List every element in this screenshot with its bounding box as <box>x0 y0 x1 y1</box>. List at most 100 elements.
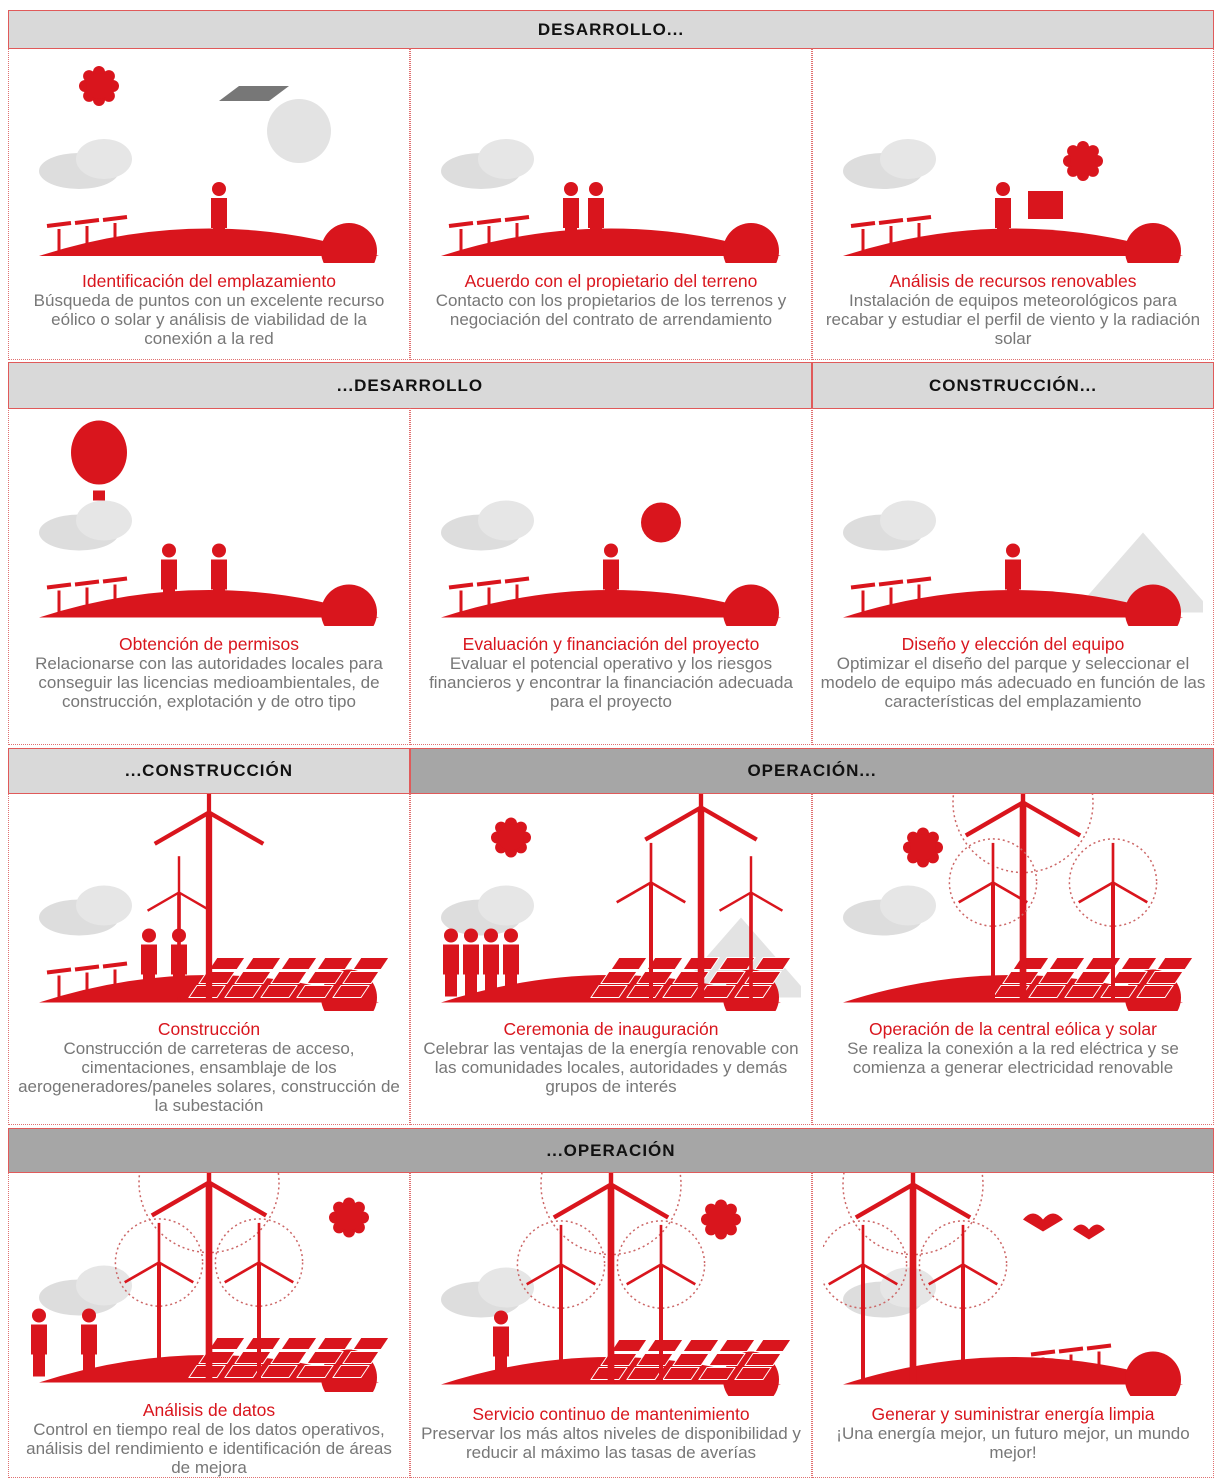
line <box>856 1185 913 1218</box>
rect <box>445 975 457 997</box>
step-title: Diseño y elección del equipo <box>902 634 1125 654</box>
rect <box>590 228 602 250</box>
shape <box>317 1338 353 1350</box>
rect <box>605 590 617 612</box>
line <box>505 579 529 582</box>
rect <box>173 975 185 997</box>
section: DESARROLLO...Identificación del emplazam… <box>8 10 1214 360</box>
circle <box>162 544 176 558</box>
step-title: Ceremonia de inauguración <box>504 1019 719 1039</box>
step-description: Preservar los más altos niveles de dispo… <box>411 1424 811 1462</box>
line <box>125 1263 159 1283</box>
step-title: Análisis de recursos renovables <box>889 271 1136 291</box>
circle <box>464 929 478 943</box>
rect <box>161 560 177 590</box>
rect <box>93 491 105 501</box>
line <box>103 579 127 582</box>
line <box>829 1265 863 1285</box>
circle <box>708 1207 734 1233</box>
line <box>907 217 931 220</box>
line <box>554 1185 611 1218</box>
shape <box>1121 958 1157 970</box>
circle <box>1070 148 1096 174</box>
line <box>477 582 501 585</box>
shape <box>209 1338 245 1350</box>
circle <box>212 182 226 196</box>
header-row: ...DESARROLLOCONSTRUCCIÓN... <box>8 362 1214 408</box>
shape <box>353 958 389 970</box>
step-card: Acuerdo con el propietario del terrenoCo… <box>410 48 812 360</box>
line <box>259 1263 293 1283</box>
section-header: ...CONSTRUCCIÓN <box>8 748 410 793</box>
shape <box>1013 958 1049 970</box>
illustration <box>823 409 1203 626</box>
rect <box>83 1355 95 1377</box>
rect <box>1005 560 1021 590</box>
line <box>1079 883 1113 903</box>
line <box>155 813 209 844</box>
shape <box>1075 972 1111 984</box>
circle <box>564 182 578 196</box>
shape <box>281 1338 317 1350</box>
cell-row: ConstrucciónConstrucción de carreteras d… <box>8 793 1214 1125</box>
ellipse <box>880 139 936 179</box>
shape <box>1073 1225 1105 1240</box>
shape <box>1085 958 1121 970</box>
shape <box>245 1338 281 1350</box>
header-row: DESARROLLO... <box>8 10 1214 48</box>
circle <box>723 223 779 263</box>
line <box>75 967 99 970</box>
circle <box>1125 1352 1181 1397</box>
line <box>851 223 875 226</box>
line <box>103 217 127 220</box>
shape <box>271 1352 307 1364</box>
line <box>505 217 529 220</box>
infographic: DESARROLLO...Identificación del emplazam… <box>8 10 1214 1478</box>
rect <box>31 1325 47 1355</box>
line <box>720 893 751 911</box>
rect <box>495 1357 507 1379</box>
rect <box>465 975 477 997</box>
line <box>907 579 931 582</box>
step-card: Operación de la central eólica y solarSe… <box>812 793 1214 1125</box>
rect <box>997 228 1009 250</box>
rect <box>171 945 187 975</box>
rect <box>463 945 479 975</box>
illustration <box>823 49 1203 263</box>
line <box>477 220 501 223</box>
illustration <box>19 49 399 263</box>
step-card: Generar y suministrar energía limpia¡Una… <box>812 1172 1214 1478</box>
step-title: Identificación del emplazamiento <box>82 271 336 291</box>
step-card: Análisis de recursos renovablesInstalaci… <box>812 48 1214 360</box>
rect <box>483 945 499 975</box>
circle <box>1125 223 1181 263</box>
circle <box>444 929 458 943</box>
circle <box>996 182 1010 196</box>
rect <box>493 1327 509 1357</box>
line <box>209 813 263 844</box>
line <box>159 1263 193 1283</box>
step-description: Instalación de equipos meteorológicos pa… <box>813 291 1213 348</box>
line <box>527 1265 561 1285</box>
line <box>47 585 71 588</box>
page: DESARROLLO...Identificación del emplazam… <box>0 0 1219 1483</box>
ellipse <box>478 501 534 541</box>
section: ...CONSTRUCCIÓNOPERACIÓN...ConstrucciónC… <box>8 748 1214 1125</box>
shape <box>611 1340 647 1352</box>
line <box>913 1185 970 1218</box>
cell-row: Obtención de permisosRelacionarse con la… <box>8 408 1214 745</box>
line <box>1087 1346 1111 1349</box>
rect <box>603 560 619 590</box>
shape <box>1049 958 1085 970</box>
line <box>47 223 71 226</box>
ellipse <box>880 501 936 541</box>
illustration <box>19 409 399 626</box>
line <box>1023 803 1080 836</box>
rect <box>485 975 497 997</box>
step-card: Evaluación y financiación del proyectoEv… <box>410 408 812 745</box>
rect <box>141 945 157 975</box>
